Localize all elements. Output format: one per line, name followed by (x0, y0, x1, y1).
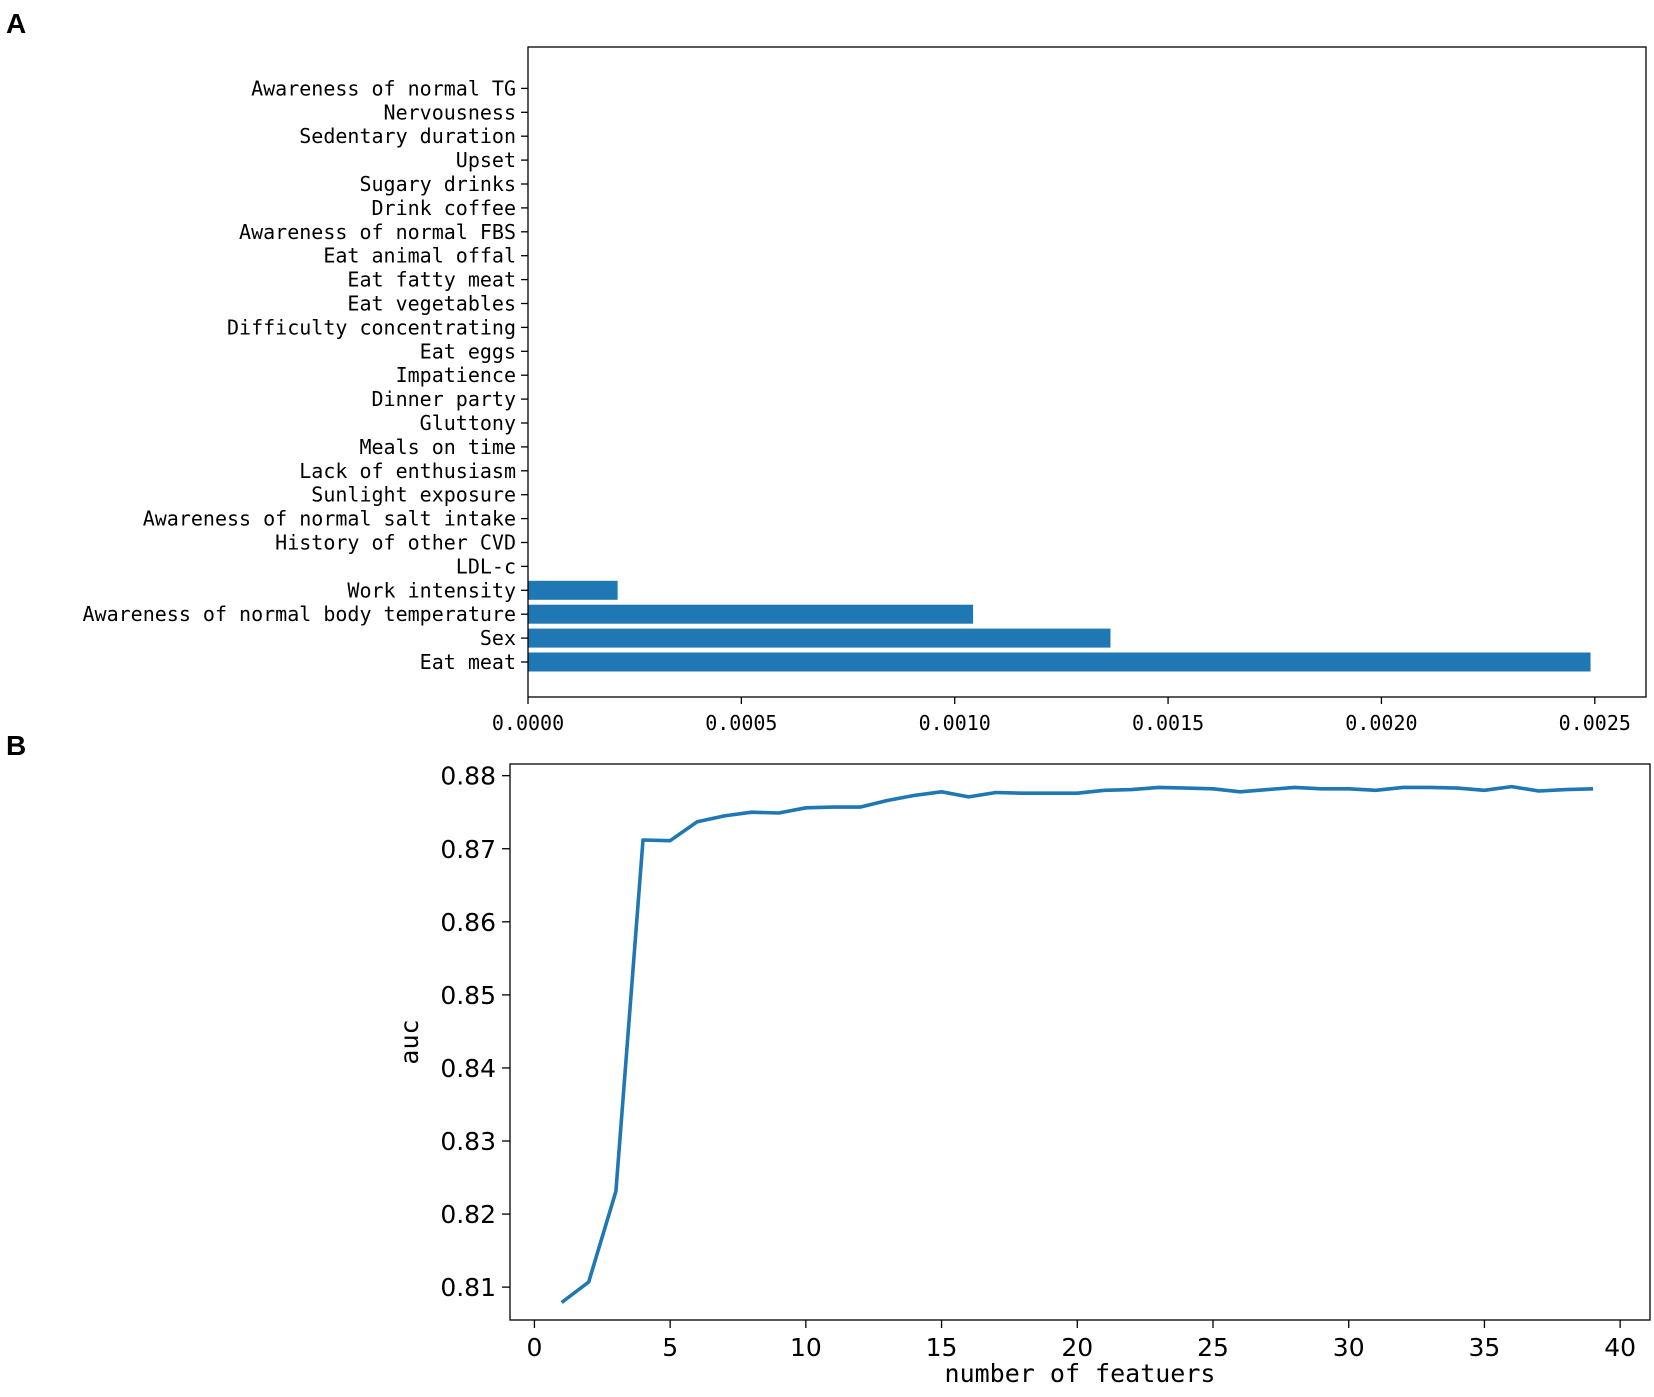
x-tick-label: 10 (790, 1333, 822, 1362)
bar-0 (528, 652, 1591, 672)
y-tick-label: 0.83 (440, 1127, 496, 1156)
category-label: Sugary drinks (359, 172, 516, 196)
category-label: Awareness of normal salt intake (143, 507, 516, 531)
x-tick-label: 0.0025 (1559, 711, 1631, 735)
panel-b-y-ticks: 0.81 0.82 0.83 0.84 0.85 0.86 0.87 0.88 (440, 762, 510, 1302)
x-tick-label: 0.0000 (492, 711, 564, 735)
category-label: Eat eggs (420, 339, 516, 363)
y-tick-label: 0.85 (440, 981, 496, 1010)
category-label: Meals on time (359, 435, 516, 459)
panel-letter-b: B (6, 730, 26, 761)
category-label: Nervousness (384, 100, 516, 124)
category-label: Work intensity (347, 578, 516, 602)
category-label: Sex (480, 626, 516, 650)
category-label: LDL-c (456, 554, 516, 578)
x-tick-label: 0.0005 (705, 711, 777, 735)
category-label: History of other CVD (275, 531, 516, 555)
x-tick-label: 25 (1197, 1333, 1229, 1362)
panel-b-axes-frame (509, 763, 1651, 1321)
x-tick-label: 15 (926, 1333, 958, 1362)
x-tick-label: 40 (1604, 1333, 1636, 1362)
category-label: Eat meat (420, 650, 516, 674)
panel-letter-a: A (6, 8, 26, 39)
y-tick-label: 0.88 (440, 762, 496, 791)
panel-a-axes-frame (527, 46, 1647, 698)
panel-b-x-ticks: 0 5 10 15 20 25 30 35 40 (526, 1320, 1636, 1362)
category-label: Awareness of normal body temperature (83, 602, 516, 626)
x-tick-label: 30 (1333, 1333, 1365, 1362)
category-label: Upset (456, 148, 516, 172)
category-label: Awareness of normal TG (251, 76, 516, 100)
y-tick-label: 0.87 (440, 835, 496, 864)
x-tick-label: 0.0015 (1132, 711, 1204, 735)
category-label: Impatience (396, 363, 516, 387)
bar-3 (528, 580, 618, 600)
panel-b-x-axis-label: number of featuers (945, 1359, 1216, 1388)
y-tick-label: 0.84 (440, 1054, 496, 1083)
panel-b-line-chart: 0 5 10 15 20 25 30 35 40 0.810.820.830.840.850.8… (395, 762, 1651, 1388)
x-tick-label: 20 (1061, 1333, 1093, 1362)
category-label: Sunlight exposure (311, 483, 516, 507)
y-tick-label: 0.82 (440, 1200, 496, 1229)
panel-a-bars (528, 580, 1591, 672)
category-label: Awareness of normal FBS (239, 220, 516, 244)
y-tick-label: 0.86 (440, 908, 496, 937)
category-label: Dinner party (372, 387, 517, 411)
category-label: Eat animal offal (323, 244, 516, 268)
bar-2 (528, 604, 974, 624)
panel-b-series-line (560, 784, 1594, 1304)
bar-1 (528, 628, 1111, 648)
panel-b-y-axis-label: auc (395, 1019, 424, 1064)
category-label: Difficulty concentrating (227, 315, 516, 339)
x-tick-label: 0.0020 (1345, 711, 1417, 735)
panel-a-x-ticks: 0.0000 0.0005 0.0010 0.0015 0.0020 0.0025 (492, 697, 1631, 735)
category-label: Eat vegetables (347, 292, 516, 316)
x-tick-label: 0.0010 (919, 711, 991, 735)
x-tick-label: 0 (526, 1333, 542, 1362)
x-tick-label: 5 (662, 1333, 678, 1362)
category-label: Drink coffee (372, 196, 517, 220)
category-label: Gluttony (420, 411, 516, 435)
x-tick-label: 35 (1469, 1333, 1501, 1362)
category-label: Sedentary duration (299, 124, 516, 148)
category-label: Eat fatty meat (347, 268, 516, 292)
y-tick-label: 0.81 (440, 1273, 496, 1302)
category-label: Lack of enthusiasm (299, 459, 516, 483)
